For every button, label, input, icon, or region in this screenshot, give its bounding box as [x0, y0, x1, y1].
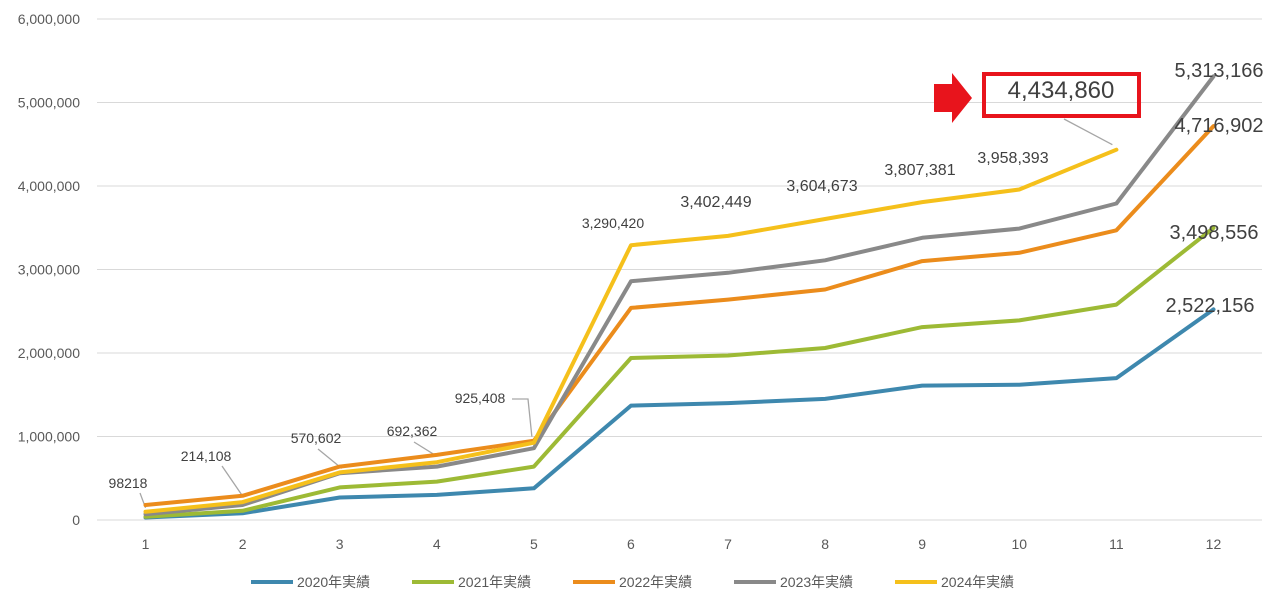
data-label: 3,498,556	[1170, 222, 1259, 244]
data-label: 2,522,156	[1166, 295, 1255, 317]
x-tick-label: 7	[724, 536, 732, 552]
leader-line	[1063, 118, 1113, 146]
series-lines	[143, 74, 1216, 520]
data-label: 3,402,449	[680, 194, 751, 211]
y-tick-label: 4,000,000	[18, 178, 80, 194]
data-label: 5,313,166	[1175, 60, 1264, 82]
legend-label: 2021年実績	[458, 574, 531, 590]
leader-line	[512, 398, 533, 437]
x-tick-label: 5	[530, 536, 538, 552]
x-tick-label: 6	[627, 536, 635, 552]
x-tick-label: 10	[1012, 536, 1028, 552]
x-tick-label: 2	[239, 536, 247, 552]
series-line-1	[143, 307, 1216, 520]
data-label: 3,958,393	[977, 150, 1048, 167]
arrow-right-icon	[934, 73, 972, 123]
y-tick-label: 0	[72, 512, 80, 528]
x-tick-label: 1	[142, 536, 150, 552]
y-axis-ticks: 0 1,000,000 2,000,000 3,000,000 4,000,000 5,0…	[18, 11, 81, 528]
gridlines	[97, 18, 1262, 521]
data-label: 692,362	[387, 423, 438, 439]
data-label: 925,408	[455, 390, 506, 406]
x-tick-label: 12	[1206, 536, 1222, 552]
x-tick-label: 3	[336, 536, 344, 552]
data-label: 214,108	[181, 448, 232, 464]
series-line-3	[143, 124, 1216, 507]
legend-label: 2024年実績	[941, 574, 1014, 590]
legend-label: 2023年実績	[780, 574, 853, 590]
data-labels: 98218 214,108 570,602 692,362 925,408 3,290,4…	[109, 60, 1264, 491]
data-label: 3,604,673	[786, 178, 857, 195]
y-tick-label: 3,000,000	[18, 262, 80, 278]
data-label: 98218	[109, 475, 148, 491]
legend-label: 2020年実績	[297, 574, 370, 590]
x-axis-ticks: 1 2 3 4 5 6 7 8 9 10 11 12	[142, 536, 1222, 552]
x-tick-label: 8	[821, 536, 829, 552]
y-tick-label: 2,000,000	[18, 345, 80, 361]
legend: 2020年実績 2021年実績 2022年実績 2023年実績 2024年実績	[251, 574, 1014, 590]
data-label: 4,716,902	[1175, 115, 1264, 137]
series-line-4	[143, 74, 1216, 517]
data-label: 3,807,381	[884, 162, 955, 179]
y-tick-label: 1,000,000	[18, 429, 80, 445]
data-label: 4,434,860	[1008, 77, 1115, 104]
highlight-callout	[934, 72, 1141, 123]
series-line-2	[143, 225, 1216, 519]
y-tick-label: 5,000,000	[18, 95, 80, 111]
highlight-box	[982, 72, 1141, 118]
x-tick-label: 11	[1109, 536, 1124, 552]
data-label: 570,602	[291, 430, 342, 446]
y-tick-label: 6,000,000	[18, 11, 80, 27]
leader-line	[221, 465, 244, 497]
data-label: 3,290,420	[582, 215, 644, 231]
legend-label: 2022年実績	[619, 574, 692, 590]
x-tick-label: 4	[433, 536, 441, 552]
x-tick-label: 9	[918, 536, 926, 552]
series-line-5	[143, 147, 1119, 514]
